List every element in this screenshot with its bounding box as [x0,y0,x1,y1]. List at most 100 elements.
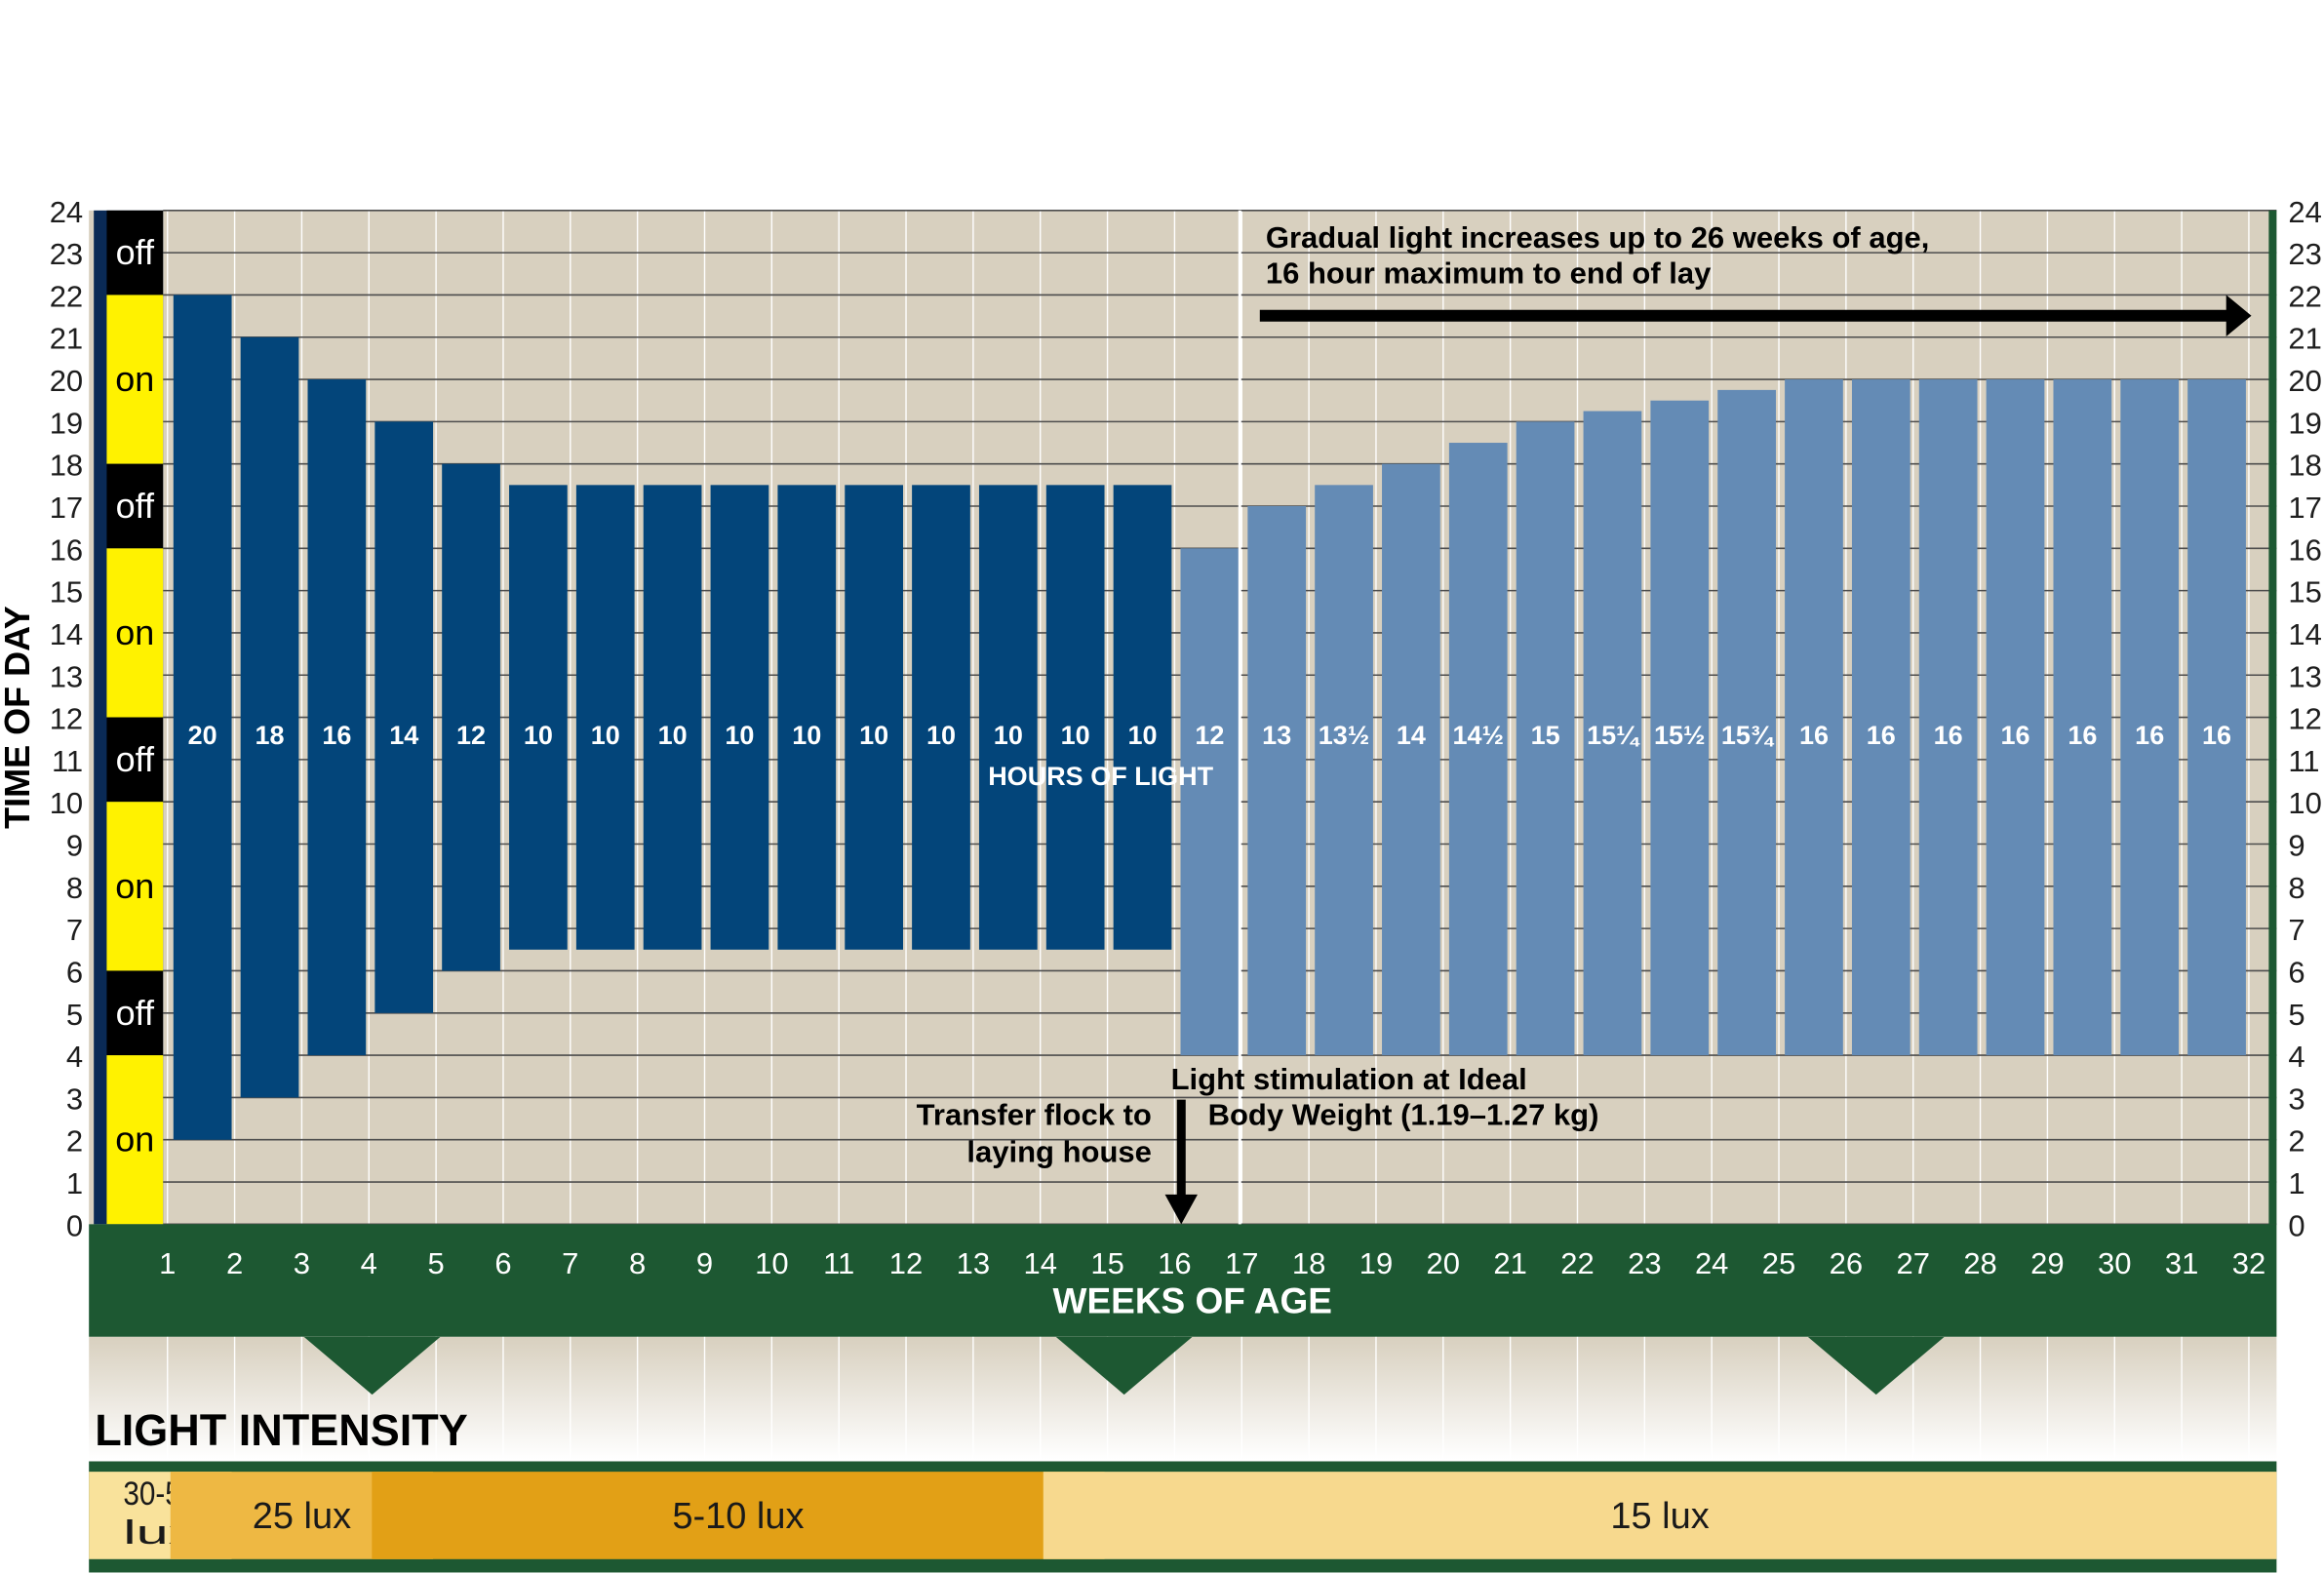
on-off-label: on [115,1120,154,1160]
y-tick-right: 11 [2288,744,2319,778]
y-tick-right: 22 [2288,279,2321,313]
intensity-arrow-3 [1807,1336,1945,1396]
on-off-segment [106,210,164,295]
on-off-label: on [115,359,154,399]
transfer-annotation-line-1: Transfer flock to [917,1098,1152,1132]
gradual-arrow-head [2226,295,2252,336]
x-tick-label: 4 [361,1246,377,1280]
y-tick-right: 5 [2288,998,2304,1032]
x-tick-label: 22 [1560,1246,1594,1280]
x-tick-label: 10 [755,1246,788,1280]
intensity-arrow-2 [1055,1336,1193,1396]
y-tick-right: 2 [2288,1124,2304,1159]
bar-hours-label: 16 [1799,721,1829,750]
y-tick-right: 15 [2288,575,2321,610]
y-tick-left: 13 [50,659,83,693]
on-off-label: off [116,486,155,526]
light-bar [1851,379,1910,1056]
x-tick-label: 12 [889,1246,923,1280]
y-tick-left: 14 [50,617,83,651]
y-tick-left: 11 [52,744,83,778]
bar-hours-label: 14½ [1452,721,1504,750]
x-tick-label: 11 [823,1246,854,1280]
bar-hours-label: 14 [389,721,418,750]
stimulation-annotation-line-1: Light stimulation at Ideal [1171,1062,1527,1096]
bar-hours-label: 10 [926,721,956,750]
y-tick-right: 6 [2288,955,2304,989]
y-tick-left: 24 [50,195,83,229]
on-off-segment [106,295,164,464]
on-off-label: off [116,739,155,779]
bar-hours-label: 15¾ [1721,721,1775,750]
x-tick-label: 26 [1830,1246,1863,1280]
light-bar [643,485,702,950]
on-off-label: on [115,866,154,906]
y-tick-right: 21 [2288,322,2321,356]
hours-of-light-label: HOURS OF LIGHT [988,762,1213,791]
bar-hours-label: 16 [2068,721,2097,750]
light-bar [374,421,434,1013]
x-tick-label: 25 [1762,1246,1795,1280]
x-tick-label: 15 [1090,1246,1123,1280]
intensity-label: 5-10 lux [672,1496,804,1537]
bar-hours-label: 10 [859,721,888,750]
x-tick-label: 1 [159,1246,176,1280]
y-tick-left: 3 [66,1081,83,1116]
light-bar [845,485,903,950]
y-tick-left: 4 [66,1040,83,1074]
x-tick-label: 29 [2030,1246,2064,1280]
x-tick-label: 17 [1225,1246,1258,1280]
x-tick-label: 3 [294,1246,310,1280]
x-tick-label: 30 [2098,1246,2131,1280]
x-tick-label: 24 [1695,1246,1728,1280]
y-tick-left: 21 [50,322,83,356]
light-bar [1650,400,1710,1056]
on-off-segment [106,970,164,1056]
y-tick-right: 8 [2288,871,2304,905]
light-bar [1986,379,2045,1056]
x-tick-label: 8 [629,1246,646,1280]
light-bar [1180,548,1240,1056]
light-bar [1717,389,1776,1056]
y-tick-left: 9 [66,829,83,863]
y-tick-left: 8 [66,871,83,905]
light-bar [509,485,568,950]
light-bar [1448,443,1508,1056]
light-bar [1382,463,1440,1056]
x-tick-label: 27 [1896,1246,1929,1280]
bar-hours-label: 13½ [1319,721,1370,750]
gradual-annotation-line-1: Gradual light increases up to 26 weeks o… [1266,220,1930,255]
x-tick-label: 7 [562,1246,578,1280]
light-intensity-title: LIGHT INTENSITY [95,1405,468,1455]
bar-hours-label: 10 [591,721,620,750]
y-tick-right: 16 [2288,532,2321,567]
transfer-arrow-head [1164,1194,1198,1225]
light-bar [2187,379,2246,1056]
bar-hours-label: 16 [2135,721,2164,750]
y-tick-left: 2 [66,1124,83,1159]
bar-hours-label: 10 [524,721,553,750]
y-tick-right: 1 [2288,1166,2304,1200]
intensity-label: 15 lux [1610,1496,1709,1537]
right-frame [2268,210,2277,1225]
light-bar [1045,485,1105,950]
y-tick-right: 13 [2288,659,2321,693]
y-tick-right: 10 [2288,786,2321,820]
y-tick-left: 12 [50,702,83,736]
light-bar [1247,506,1307,1056]
x-tick-label: 2 [226,1246,243,1280]
y-tick-left: 18 [50,449,83,483]
bar-hours-label: 10 [1127,721,1157,750]
x-tick-label: 21 [1493,1246,1526,1280]
on-off-label: on [115,612,154,652]
y-tick-left: 5 [66,998,83,1032]
y-tick-left: 17 [50,491,83,525]
y-tick-left: 19 [50,406,83,440]
x-tick-label: 31 [2165,1246,2198,1280]
light-bar [1918,379,1978,1056]
intensity-label: 25 lux [253,1496,351,1537]
light-bar [173,295,232,1140]
y-tick-right: 23 [2288,237,2321,271]
x-tick-label: 16 [1158,1246,1191,1280]
on-off-segment [106,463,164,549]
